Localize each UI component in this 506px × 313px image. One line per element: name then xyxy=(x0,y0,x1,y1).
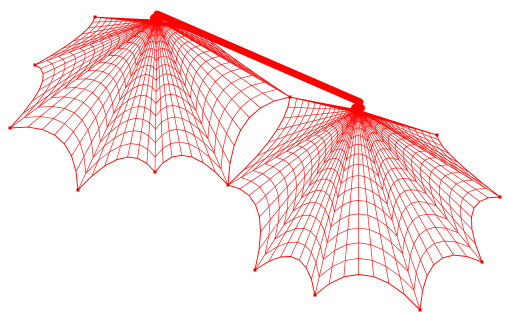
mesh-radial xyxy=(359,111,474,208)
anchor-point xyxy=(499,196,502,199)
mesh-radial xyxy=(358,112,359,275)
mesh-radial xyxy=(10,21,155,128)
mesh-radial xyxy=(92,22,156,176)
anchor-point xyxy=(436,134,439,137)
mesh-ring xyxy=(10,17,290,190)
mesh-radial xyxy=(261,111,357,231)
anchor-point xyxy=(481,261,484,264)
anchor-point xyxy=(227,184,230,187)
mesh-radial xyxy=(359,112,475,245)
mesh-radial xyxy=(259,112,357,250)
anchor-point xyxy=(154,171,157,174)
mesh-radial xyxy=(244,111,357,170)
membrane-wireframe xyxy=(0,0,506,313)
anchor-point xyxy=(94,16,97,19)
anchor-point xyxy=(419,309,422,312)
mesh-radial xyxy=(259,111,356,217)
mesh-radial xyxy=(23,21,156,113)
mast-beam xyxy=(157,14,360,102)
anchor-point xyxy=(289,96,292,99)
mesh-radial xyxy=(360,111,484,184)
anchor-point xyxy=(34,64,37,67)
anchor-point xyxy=(77,189,80,192)
mesh-radial xyxy=(158,21,241,130)
mesh-radial xyxy=(55,21,156,135)
mesh-radial xyxy=(360,111,489,198)
mesh-radial xyxy=(78,22,156,190)
anchor-point xyxy=(314,294,317,297)
anchor-point xyxy=(254,269,257,272)
anchor-point xyxy=(9,127,12,130)
mesh-radial xyxy=(360,112,483,262)
mesh-radial xyxy=(157,22,163,163)
mesh-radial xyxy=(28,21,156,127)
mesh-radial xyxy=(269,112,357,262)
